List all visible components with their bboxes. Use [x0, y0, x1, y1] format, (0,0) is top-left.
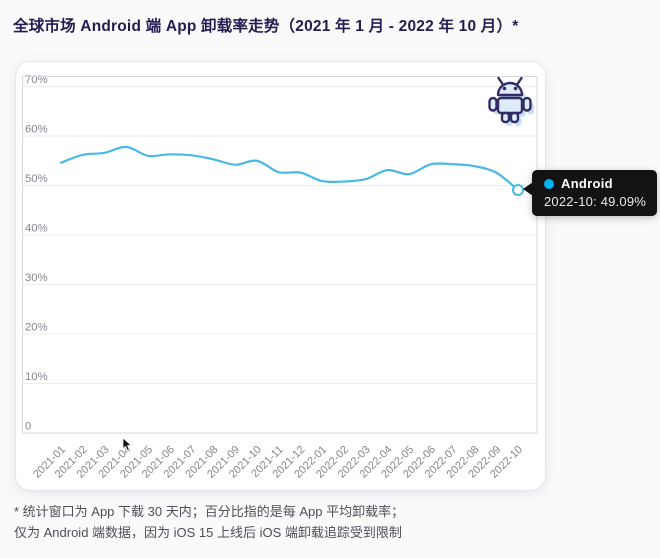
page-title: 全球市场 Android 端 App 卸载率走势（2021 年 1 月 - 20…: [13, 18, 519, 35]
svg-text:50%: 50%: [25, 173, 48, 185]
footnote: * 统计窗口为 App 下载 30 天内；百分比指的是每 App 平均卸载率； …: [14, 501, 404, 543]
chart-tooltip: Android 2022-10: 49.09%: [522, 170, 658, 216]
tooltip-value: 2022-10: 49.09%: [544, 194, 647, 209]
highlighted-data-point[interactable]: [512, 184, 524, 197]
series-dot-icon: [544, 178, 554, 189]
svg-text:0: 0: [25, 421, 31, 433]
tooltip-series-name: Android: [561, 176, 613, 191]
svg-text:30%: 30%: [25, 272, 48, 284]
footnote-line-1: * 统计窗口为 App 下载 30 天内；百分比指的是每 App 平均卸载率；: [14, 504, 405, 519]
uninstall-rate-line-chart[interactable]: 010%20%30%40%50%60%70%2021-012021-022021…: [16, 62, 545, 490]
svg-text:40%: 40%: [25, 223, 48, 235]
android-robot-icon: [488, 76, 534, 126]
mouse-cursor-icon: [122, 438, 132, 452]
chart-card: 0 10% 20% 30% 40% 50% 60% 70% 2021-01 2021-02 2021…: [16, 62, 545, 490]
svg-text:10%: 10%: [25, 371, 48, 383]
footnote-line-2: 仅为 Android 端数据，因为 iOS 15 上线后 iOS 端卸载追踪受到…: [14, 525, 402, 540]
svg-text:20%: 20%: [25, 322, 48, 334]
svg-text:60%: 60%: [25, 124, 48, 136]
android-series-line: [59, 145, 520, 192]
svg-text:70%: 70%: [25, 74, 48, 86]
